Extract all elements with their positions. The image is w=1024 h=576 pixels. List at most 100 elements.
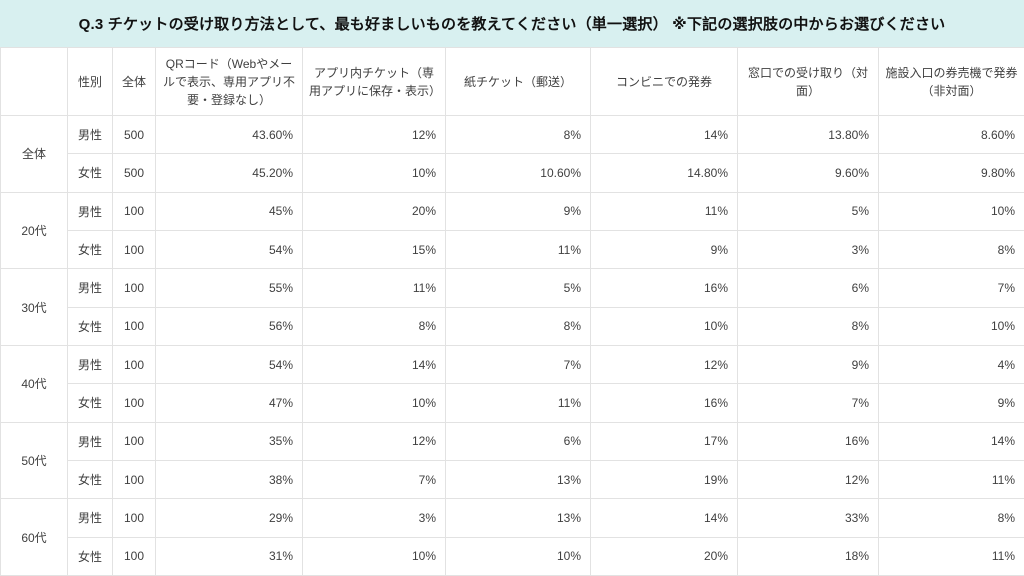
percentage-value: 9% bbox=[445, 191, 591, 231]
percentage-value: 14.80% bbox=[590, 153, 738, 193]
percentage-value: 47% bbox=[155, 383, 303, 423]
gender-label: 男性 bbox=[67, 344, 113, 385]
table-row: 女性 500 45.20% 10% 10.60% 14.80% 9.60% 9.80% bbox=[1, 153, 1024, 193]
table-body: 全体 男性 500 43.60% 12% 8% 14% 13.80% 8.60% 女性 500 45.… bbox=[0, 114, 1024, 576]
percentage-value: 10.60% bbox=[445, 153, 591, 193]
percentage-value: 11% bbox=[878, 536, 1024, 576]
percentage-value: 6% bbox=[445, 421, 591, 461]
gender-label: 男性 bbox=[67, 191, 113, 231]
column-header-counter-pickup: 窓口での受け取り（対面） bbox=[737, 47, 879, 116]
percentage-value: 13% bbox=[445, 459, 591, 500]
percentage-value: 15% bbox=[302, 229, 446, 270]
column-header-paper-ticket: 紙チケット（郵送） bbox=[445, 47, 591, 116]
percentage-value: 12% bbox=[302, 114, 446, 155]
sample-size-value: 100 bbox=[112, 536, 156, 576]
percentage-value: 10% bbox=[878, 191, 1024, 231]
sample-size-value: 500 bbox=[112, 153, 156, 193]
gender-label: 男性 bbox=[67, 268, 113, 308]
percentage-value: 7% bbox=[878, 268, 1024, 308]
sample-size-value: 100 bbox=[112, 344, 156, 385]
percentage-value: 11% bbox=[590, 191, 738, 231]
question-title: Q.3 チケットの受け取り方法として、最も好ましいものを教えてください（単一選択… bbox=[78, 16, 946, 33]
percentage-value: 10% bbox=[302, 383, 446, 423]
percentage-value: 29% bbox=[155, 498, 303, 538]
gender-label: 女性 bbox=[67, 536, 113, 576]
percentage-value: 10% bbox=[302, 536, 446, 576]
percentage-value: 11% bbox=[445, 229, 591, 270]
percentage-value: 8.60% bbox=[878, 114, 1024, 155]
gender-label: 女性 bbox=[67, 459, 113, 500]
percentage-value: 16% bbox=[590, 268, 738, 308]
percentage-value: 13.80% bbox=[737, 114, 879, 155]
percentage-value: 19% bbox=[590, 459, 738, 500]
percentage-value: 3% bbox=[302, 498, 446, 538]
percentage-value: 16% bbox=[737, 421, 879, 461]
percentage-value: 17% bbox=[590, 421, 738, 461]
percentage-value: 14% bbox=[590, 498, 738, 538]
age-group-label: 全体 bbox=[0, 115, 68, 193]
column-header-ticket-machine: 施設入口の券売機で発券（非対面） bbox=[878, 47, 1024, 116]
sample-size-value: 100 bbox=[112, 191, 156, 231]
percentage-value: 7% bbox=[445, 344, 591, 385]
gender-label: 女性 bbox=[67, 229, 113, 270]
sample-size-value: 100 bbox=[112, 306, 156, 346]
table-row: 60代 男性 100 29% 3% 13% 14% 33% 8% bbox=[0, 498, 1024, 576]
percentage-value: 8% bbox=[445, 114, 591, 155]
percentage-value: 8% bbox=[878, 498, 1024, 538]
percentage-value: 9% bbox=[590, 229, 738, 270]
gender-label: 女性 bbox=[67, 306, 113, 346]
percentage-value: 31% bbox=[155, 536, 303, 576]
age-group-label: 20代 bbox=[0, 191, 68, 270]
gender-label: 男性 bbox=[67, 114, 113, 155]
table-row: 40代 男性 100 54% 14% 7% 12% 9% 4% bbox=[0, 344, 1024, 423]
percentage-value: 54% bbox=[155, 229, 303, 270]
column-header-gender: 性別 bbox=[67, 47, 113, 116]
percentage-value: 14% bbox=[878, 421, 1024, 461]
table-row: 女性 100 38% 7% 13% 19% 12% 11% bbox=[1, 459, 1024, 500]
column-header-total: 全体 bbox=[112, 47, 156, 116]
sample-size-value: 100 bbox=[112, 383, 156, 423]
percentage-value: 8% bbox=[737, 306, 879, 346]
age-group-label: 30代 bbox=[0, 268, 68, 346]
percentage-value: 9% bbox=[737, 344, 879, 385]
crosstab-table: 性別 全体 QRコード（Webやメールで表示、専用アプリ不要・登録なし） アプリ… bbox=[0, 47, 1024, 576]
percentage-value: 14% bbox=[590, 114, 738, 155]
percentage-value: 10% bbox=[878, 306, 1024, 346]
sample-size-value: 100 bbox=[112, 229, 156, 270]
percentage-value: 11% bbox=[878, 459, 1024, 500]
percentage-value: 7% bbox=[302, 459, 446, 500]
percentage-value: 35% bbox=[155, 421, 303, 461]
percentage-value: 10% bbox=[445, 536, 591, 576]
percentage-value: 18% bbox=[737, 536, 879, 576]
gender-label: 女性 bbox=[67, 153, 113, 193]
percentage-value: 8% bbox=[445, 306, 591, 346]
percentage-value: 8% bbox=[878, 229, 1024, 270]
age-group-label: 50代 bbox=[0, 421, 68, 500]
age-group-label: 40代 bbox=[0, 344, 68, 423]
percentage-value: 11% bbox=[445, 383, 591, 423]
percentage-value: 13% bbox=[445, 498, 591, 538]
percentage-value: 12% bbox=[590, 344, 738, 385]
table-row: 女性 100 54% 15% 11% 9% 3% 8% bbox=[1, 229, 1024, 270]
sample-size-value: 100 bbox=[112, 421, 156, 461]
column-header-age bbox=[0, 47, 68, 116]
percentage-value: 54% bbox=[155, 344, 303, 385]
table-row: 女性 100 31% 10% 10% 20% 18% 11% bbox=[1, 536, 1024, 576]
gender-label: 男性 bbox=[67, 421, 113, 461]
table-row: 女性 100 56% 8% 8% 10% 8% 10% bbox=[1, 306, 1024, 346]
percentage-value: 4% bbox=[878, 344, 1024, 385]
percentage-value: 12% bbox=[302, 421, 446, 461]
percentage-value: 20% bbox=[590, 536, 738, 576]
column-header-in-app-ticket: アプリ内チケット（専用アプリに保存・表示） bbox=[302, 47, 446, 116]
question-title-bar: Q.3 チケットの受け取り方法として、最も好ましいものを教えてください（単一選択… bbox=[0, 0, 1024, 47]
percentage-value: 3% bbox=[737, 229, 879, 270]
percentage-value: 9% bbox=[878, 383, 1024, 423]
percentage-value: 9.80% bbox=[878, 153, 1024, 193]
percentage-value: 10% bbox=[590, 306, 738, 346]
sample-size-value: 100 bbox=[112, 498, 156, 538]
percentage-value: 45% bbox=[155, 191, 303, 231]
percentage-value: 43.60% bbox=[155, 114, 303, 155]
table-row: 50代 男性 100 35% 12% 6% 17% 16% 14% bbox=[0, 421, 1024, 500]
table-row: 30代 男性 100 55% 11% 5% 16% 6% 7% bbox=[0, 268, 1024, 346]
